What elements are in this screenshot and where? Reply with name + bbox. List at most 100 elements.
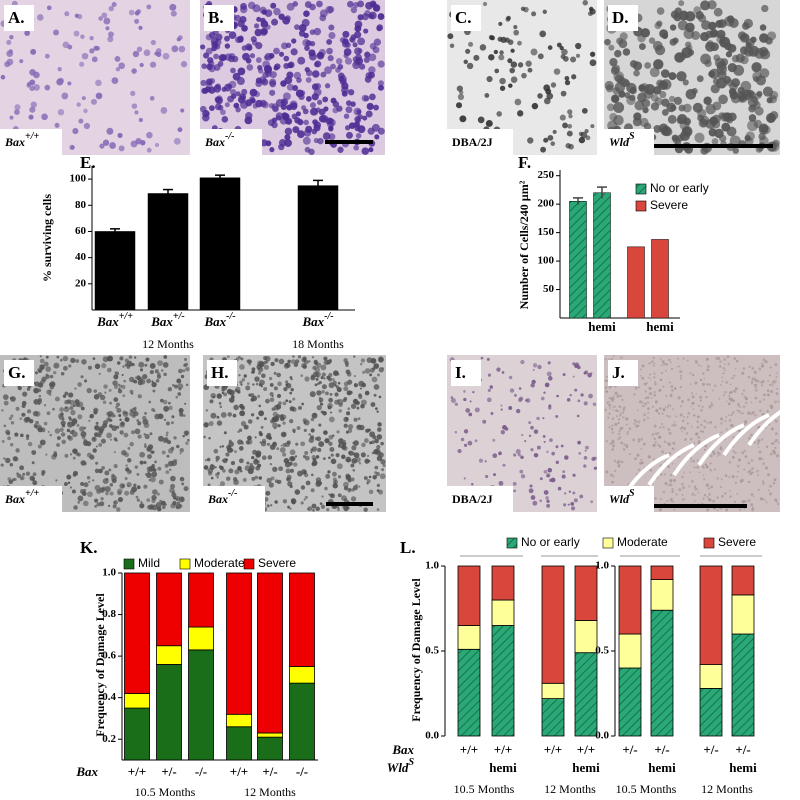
cell-nucleus: [730, 383, 732, 385]
cell-nucleus: [295, 489, 301, 495]
cell-nucleus: [687, 398, 690, 401]
cell-nucleus: [457, 85, 463, 91]
cell-nucleus: [220, 481, 225, 486]
cell-nucleus: [758, 446, 760, 448]
cell-nucleus: [110, 439, 112, 441]
cell-nucleus: [613, 102, 624, 113]
image-panel: [447, 355, 597, 512]
cell-nucleus: [609, 386, 612, 389]
bar-segment: [619, 634, 641, 668]
cell-nucleus: [730, 391, 733, 394]
cell-nucleus: [205, 459, 207, 461]
panel-caption-text: Bax: [204, 135, 225, 149]
cell-nucleus: [731, 414, 733, 416]
cell-nucleus: [115, 56, 121, 62]
cell-nucleus: [115, 372, 119, 376]
cell-nucleus: [296, 77, 302, 83]
cell-nucleus: [110, 491, 114, 495]
cell-nucleus: [572, 492, 575, 495]
cell-nucleus: [146, 5, 151, 10]
cell-nucleus: [513, 482, 517, 486]
cell-nucleus: [178, 35, 183, 40]
cell-nucleus: [310, 102, 316, 108]
cell-nucleus: [569, 394, 572, 397]
cell-nucleus: [55, 428, 60, 433]
cell-nucleus: [84, 482, 89, 487]
cell-nucleus: [116, 408, 121, 413]
cell-nucleus: [585, 446, 589, 450]
cell-nucleus: [316, 378, 319, 381]
cell-nucleus: [668, 115, 677, 124]
cell-nucleus: [722, 380, 724, 382]
cell-nucleus: [246, 58, 252, 64]
cell-nucleus: [732, 411, 735, 414]
cell-nucleus: [35, 411, 41, 417]
cell-nucleus: [310, 41, 315, 46]
cell-nucleus: [702, 430, 704, 432]
cell-nucleus: [655, 97, 663, 105]
cell-nucleus: [254, 23, 259, 28]
cell-nucleus: [451, 398, 456, 403]
cell-nucleus: [615, 409, 618, 412]
cell-nucleus: [510, 49, 514, 53]
panel-caption-sup: S: [629, 488, 635, 499]
cell-nucleus: [344, 424, 348, 428]
cell-nucleus: [336, 105, 342, 111]
cell-nucleus: [301, 485, 305, 489]
cell-nucleus: [369, 441, 372, 444]
cell-nucleus: [147, 148, 152, 153]
cell-nucleus: [75, 359, 79, 363]
cell-nucleus: [376, 410, 378, 412]
cell-nucleus: [337, 508, 340, 511]
cell-nucleus: [667, 406, 669, 408]
cell-nucleus: [53, 363, 59, 369]
cell-nucleus: [639, 43, 646, 50]
cell-nucleus: [56, 443, 60, 447]
cell-nucleus: [131, 140, 138, 147]
cell-nucleus: [380, 473, 386, 479]
cell-nucleus: [710, 462, 712, 464]
cell-nucleus: [622, 411, 624, 413]
cell-nucleus: [732, 399, 735, 402]
cell-nucleus: [33, 388, 39, 394]
cell-nucleus: [114, 385, 118, 389]
cell-nucleus: [373, 363, 379, 369]
cell-nucleus: [140, 368, 143, 371]
cell-nucleus: [620, 413, 622, 415]
cell-nucleus: [765, 360, 768, 363]
cell-nucleus: [207, 458, 211, 462]
x-sub-label: hemi: [572, 760, 600, 775]
cell-nucleus: [547, 135, 553, 141]
cell-nucleus: [653, 394, 656, 397]
cell-nucleus: [751, 382, 753, 384]
cell-nucleus: [623, 48, 630, 55]
cell-nucleus: [351, 445, 356, 450]
cell-nucleus: [67, 399, 71, 403]
cell-nucleus: [679, 370, 682, 373]
cell-nucleus: [270, 504, 272, 506]
cell-nucleus: [620, 427, 622, 429]
cell-nucleus: [775, 420, 777, 422]
cell-nucleus: [490, 36, 495, 41]
cell-nucleus: [759, 33, 769, 43]
cell-nucleus: [335, 67, 341, 73]
y-tick-label: 0.5: [425, 645, 439, 657]
cell-nucleus: [727, 127, 737, 137]
cell-nucleus: [240, 384, 242, 386]
cell-nucleus: [351, 34, 357, 40]
cell-nucleus: [750, 37, 756, 43]
cell-nucleus: [226, 476, 230, 480]
cell-nucleus: [101, 363, 106, 368]
cell-nucleus: [700, 409, 703, 412]
cell-nucleus: [95, 80, 102, 87]
cell-nucleus: [590, 52, 595, 57]
cell-nucleus: [104, 470, 109, 475]
cell-nucleus: [131, 68, 137, 74]
cell-nucleus: [383, 464, 386, 467]
bar-segment: [157, 664, 182, 760]
cell-nucleus: [227, 355, 230, 358]
cell-nucleus: [680, 375, 682, 377]
cell-nucleus: [87, 476, 90, 479]
cell-nucleus: [103, 401, 106, 404]
cell-nucleus: [473, 55, 479, 61]
